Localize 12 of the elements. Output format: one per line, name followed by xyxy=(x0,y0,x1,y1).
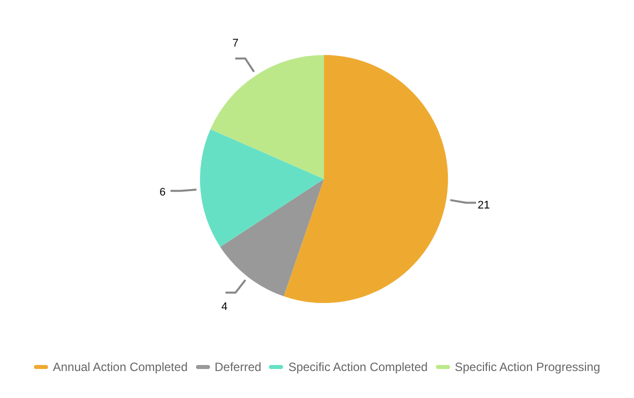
pie-slice xyxy=(200,129,324,247)
pie-slice xyxy=(220,179,324,296)
legend-label: Specific Action Progressing xyxy=(454,360,600,374)
pie-slice xyxy=(284,55,448,303)
legend-label: Specific Action Completed xyxy=(288,360,428,374)
pie-slice xyxy=(210,55,324,179)
data-label: 4 xyxy=(221,300,228,313)
data-label: 7 xyxy=(232,37,238,50)
legend-label: Annual Action Completed xyxy=(52,360,188,374)
data-label: 21 xyxy=(478,200,490,212)
legend-label: Deferred xyxy=(214,360,262,374)
data-label: 6 xyxy=(159,186,166,198)
